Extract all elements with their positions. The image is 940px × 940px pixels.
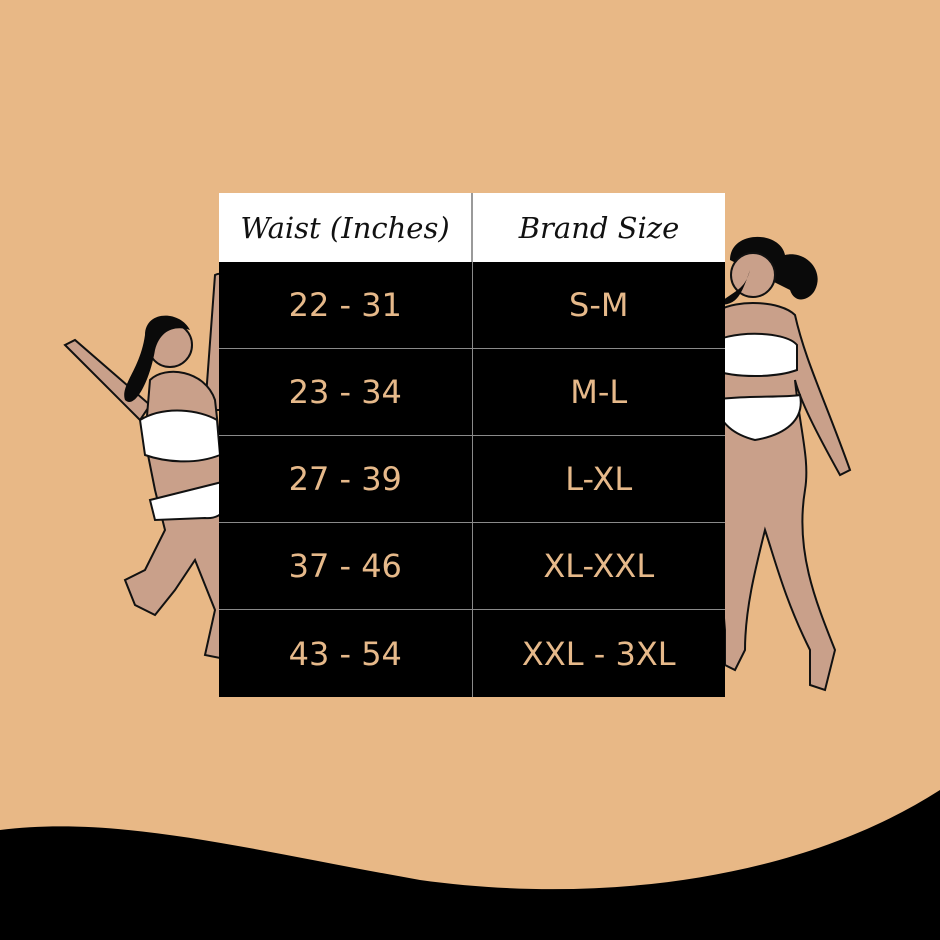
table-row: 37 - 46 XL-XXL bbox=[219, 523, 725, 610]
size-cell: XL-XXL bbox=[472, 523, 725, 610]
size-cell: S-M bbox=[472, 262, 725, 349]
header-brand-size: Brand Size bbox=[518, 210, 680, 245]
size-chart-table: Waist (Inches) Brand Size 22 - 31 S-M 23… bbox=[219, 193, 725, 697]
waist-cell: 43 - 54 bbox=[219, 610, 473, 697]
waist-cell: 27 - 39 bbox=[219, 436, 473, 523]
size-cell: M-L bbox=[472, 349, 725, 436]
table-row: 22 - 31 S-M bbox=[219, 262, 725, 349]
right-figure-illustration bbox=[692, 236, 852, 692]
waist-cell: 22 - 31 bbox=[219, 262, 473, 349]
size-cell: L-XL bbox=[472, 436, 725, 523]
waist-cell: 37 - 46 bbox=[219, 523, 473, 610]
header-waist: Waist (Inches) bbox=[219, 193, 473, 262]
table-row: 43 - 54 XXL - 3XL bbox=[219, 610, 725, 697]
table-header: Waist (Inches) Brand Size bbox=[219, 193, 725, 262]
table-row: 23 - 34 M-L bbox=[219, 349, 725, 436]
table-row: 27 - 39 L-XL bbox=[219, 436, 725, 523]
size-cell: XXL - 3XL bbox=[521, 634, 676, 673]
waist-cell: 23 - 34 bbox=[219, 349, 473, 436]
